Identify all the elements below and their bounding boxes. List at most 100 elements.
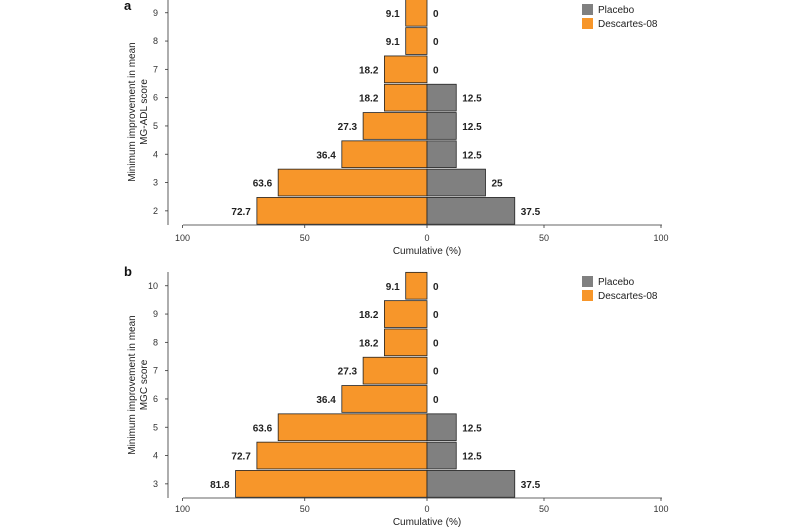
bar-placebo bbox=[426, 441, 457, 470]
data-label-descartes: 72.7 bbox=[231, 452, 251, 463]
x-axis-label: Cumulative (%) bbox=[393, 517, 461, 528]
bar-descartes bbox=[277, 168, 428, 197]
data-label-placebo: 0 bbox=[433, 65, 439, 76]
bar-descartes bbox=[277, 413, 428, 442]
y-tick-label: 6 bbox=[153, 394, 158, 404]
x-axis-label: Cumulative (%) bbox=[393, 246, 461, 257]
data-label-descartes: 27.3 bbox=[338, 122, 358, 133]
legend: Placebo Descartes-08 bbox=[582, 276, 658, 302]
y-tick-label: 4 bbox=[153, 149, 158, 159]
bar-placebo bbox=[426, 83, 457, 112]
panel-a: a Minimum improvement in mean MG-ADL sco… bbox=[124, 0, 669, 257]
data-label-descartes: 81.8 bbox=[210, 480, 230, 491]
y-tick-label: 4 bbox=[153, 451, 158, 461]
y-tick-label: 6 bbox=[153, 93, 158, 103]
bar-descartes bbox=[384, 328, 428, 357]
y-axis-label-line2: MGC score bbox=[139, 359, 150, 410]
data-label-placebo: 25 bbox=[492, 179, 504, 190]
y-axis-label-line1: Minimum improvement in mean bbox=[127, 315, 138, 455]
data-label-placebo: 0 bbox=[433, 310, 439, 321]
bar-descartes bbox=[405, 271, 428, 300]
data-label-placebo: 0 bbox=[433, 367, 439, 378]
legend-swatch-placebo bbox=[582, 276, 593, 287]
panel-label: a bbox=[124, 0, 132, 13]
panel-b: b Minimum improvement in mean MGC score … bbox=[124, 264, 669, 528]
bar-placebo bbox=[426, 112, 457, 140]
data-label-descartes: 9.1 bbox=[386, 37, 400, 48]
bar-placebo bbox=[426, 413, 457, 442]
x-tick-label: 0 bbox=[424, 504, 429, 514]
legend-label-placebo: Placebo bbox=[598, 5, 635, 16]
data-label-descartes: 63.6 bbox=[253, 423, 273, 434]
x-tick-label: 50 bbox=[539, 233, 549, 243]
data-label-descartes: 63.6 bbox=[253, 179, 273, 190]
y-tick-label: 7 bbox=[153, 64, 158, 74]
legend: Placebo Descartes-08 bbox=[582, 4, 658, 30]
x-tick-label: 100 bbox=[653, 233, 668, 243]
x-tick-label: 100 bbox=[175, 233, 190, 243]
x-tick-label: 50 bbox=[539, 504, 549, 514]
data-label-placebo: 0 bbox=[433, 37, 439, 48]
y-tick-label: 3 bbox=[153, 178, 158, 188]
y-tick-label: 10 bbox=[148, 281, 158, 291]
data-label-placebo: 37.5 bbox=[521, 207, 541, 218]
bar-descartes bbox=[341, 385, 428, 413]
x-tick-label: 50 bbox=[300, 233, 310, 243]
legend-label-descartes: Descartes-08 bbox=[598, 19, 658, 30]
y-axis-label-line1: Minimum improvement in mean bbox=[127, 42, 138, 182]
bar-descartes bbox=[341, 140, 428, 169]
data-label-descartes: 9.1 bbox=[386, 9, 400, 20]
bar-descartes bbox=[256, 197, 428, 225]
data-label-descartes: 18.2 bbox=[359, 65, 379, 76]
axes: 3 4 5 6 7 8 9 10 100 50 0 50 100 bbox=[148, 272, 669, 514]
bar-descartes bbox=[384, 55, 428, 84]
legend-label-placebo: Placebo bbox=[598, 277, 635, 288]
bar-placebo bbox=[426, 168, 486, 197]
x-tick-label: 50 bbox=[300, 504, 310, 514]
data-label-descartes: 9.1 bbox=[386, 282, 400, 293]
bar-descartes bbox=[384, 300, 428, 328]
legend-label-descartes: Descartes-08 bbox=[598, 291, 658, 302]
bar-placebo bbox=[426, 197, 516, 225]
y-tick-label: 8 bbox=[153, 337, 158, 347]
axes: 2 3 4 5 6 7 8 9 100 50 0 50 100 bbox=[153, 0, 669, 243]
data-label-descartes: 36.4 bbox=[316, 395, 336, 406]
data-label-descartes: 36.4 bbox=[316, 150, 336, 161]
y-axis-label-line2: MG-ADL score bbox=[139, 79, 150, 145]
y-tick-label: 9 bbox=[153, 309, 158, 319]
legend-swatch-descartes bbox=[582, 290, 593, 301]
bar-descartes bbox=[384, 83, 428, 112]
data-label-descartes: 72.7 bbox=[231, 207, 251, 218]
y-tick-label: 2 bbox=[153, 206, 158, 216]
y-tick-label: 7 bbox=[153, 366, 158, 376]
bar-descartes bbox=[235, 470, 428, 498]
data-label-placebo: 0 bbox=[433, 338, 439, 349]
bar-group: 81.8 37.5 72.7 12.5 63.6 12.5 36.4 0 27.3 0 18.2 0 1… bbox=[210, 271, 541, 498]
x-tick-label: 100 bbox=[653, 504, 668, 514]
data-label-placebo: 12.5 bbox=[462, 150, 482, 161]
data-label-placebo: 0 bbox=[433, 282, 439, 293]
y-tick-label: 5 bbox=[153, 422, 158, 432]
data-label-placebo: 12.5 bbox=[462, 94, 482, 105]
data-label-descartes: 18.2 bbox=[359, 310, 379, 321]
bar-descartes bbox=[362, 356, 428, 385]
y-tick-label: 9 bbox=[153, 8, 158, 18]
bar-descartes bbox=[405, 27, 428, 55]
data-label-placebo: 12.5 bbox=[462, 122, 482, 133]
legend-swatch-descartes bbox=[582, 18, 593, 29]
legend-swatch-placebo bbox=[582, 4, 593, 15]
bar-placebo bbox=[426, 470, 516, 498]
data-label-placebo: 37.5 bbox=[521, 480, 541, 491]
bar-descartes bbox=[256, 441, 428, 470]
x-tick-label: 0 bbox=[424, 233, 429, 243]
data-label-placebo: 12.5 bbox=[462, 423, 482, 434]
panel-label: b bbox=[124, 264, 132, 279]
y-tick-label: 5 bbox=[153, 121, 158, 131]
data-label-placebo: 12.5 bbox=[462, 452, 482, 463]
data-label-descartes: 18.2 bbox=[359, 94, 379, 105]
y-tick-label: 8 bbox=[153, 36, 158, 46]
data-label-descartes: 27.3 bbox=[338, 367, 358, 378]
y-tick-label: 3 bbox=[153, 479, 158, 489]
x-tick-label: 100 bbox=[175, 504, 190, 514]
